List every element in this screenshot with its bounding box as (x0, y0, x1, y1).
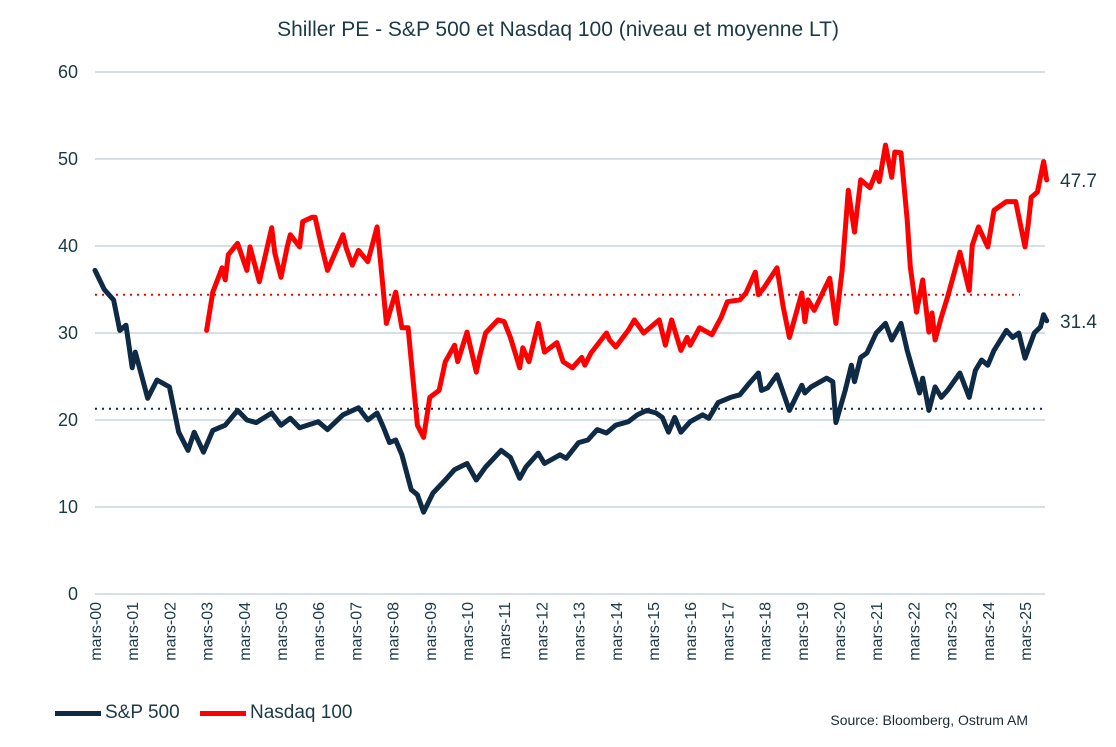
x-tick-label: mars-12 (534, 602, 551, 661)
x-tick-label: mars-04 (237, 602, 254, 661)
chart-title: Shiller PE - S&P 500 et Nasdaq 100 (nive… (277, 18, 839, 41)
y-tick-label: 20 (58, 410, 78, 430)
x-tick-label: mars-00 (88, 602, 105, 661)
x-tick-label: mars-13 (572, 602, 589, 661)
x-tick-label: mars-16 (683, 602, 700, 661)
x-tick-label: mars-01 (125, 602, 142, 661)
x-tick-label: mars-06 (311, 602, 328, 661)
x-tick-label: mars-18 (758, 602, 775, 661)
x-tick-label: mars-14 (609, 602, 626, 661)
x-tick-label: mars-15 (646, 602, 663, 661)
y-tick-label: 50 (58, 149, 78, 169)
x-tick-label: mars-10 (460, 602, 477, 661)
nasdaq100-line (204, 142, 1050, 440)
x-tick-label: mars-11 (497, 602, 514, 660)
x-tick-label: mars-07 (348, 602, 365, 661)
y-tick-label: 30 (58, 323, 78, 343)
legend-swatch-sp500 (55, 710, 101, 716)
x-tick-label: mars-24 (981, 602, 998, 661)
x-tick-label: mars-25 (1018, 602, 1035, 661)
nasdaq100-last-value-label: 47.7 (1060, 171, 1097, 192)
y-tick-label: 0 (68, 584, 78, 604)
x-tick-label: mars-08 (386, 602, 403, 661)
legend-swatch-nasdaq100 (200, 710, 246, 716)
legend-label-sp500: S&P 500 (105, 702, 180, 723)
x-tick-label: mars-20 (832, 602, 849, 661)
x-tick-label: mars-22 (906, 602, 923, 661)
x-tick-label: mars-23 (944, 602, 961, 661)
sp500-line (92, 267, 1050, 515)
y-tick-label: 60 (58, 62, 78, 82)
source-note: Source: Bloomberg, Ostrum AM (830, 712, 1028, 728)
x-tick-label: mars-21 (869, 602, 886, 661)
y-tick-label: 40 (58, 236, 78, 256)
legend-item-nasdaq100: Nasdaq 100 (200, 702, 352, 724)
sp500-last-value-label: 31.4 (1060, 312, 1097, 333)
x-tick-label: mars-02 (162, 602, 179, 661)
x-tick-label: mars-03 (200, 602, 217, 661)
legend-item-sp500: S&P 500 (55, 702, 180, 724)
legend-label-nasdaq100: Nasdaq 100 (250, 702, 353, 723)
x-tick-label: mars-17 (720, 602, 737, 661)
y-tick-label: 10 (58, 497, 78, 517)
x-tick-label: mars-09 (423, 602, 440, 661)
x-tick-label: mars-05 (274, 602, 291, 661)
x-tick-label: mars-19 (795, 602, 812, 661)
